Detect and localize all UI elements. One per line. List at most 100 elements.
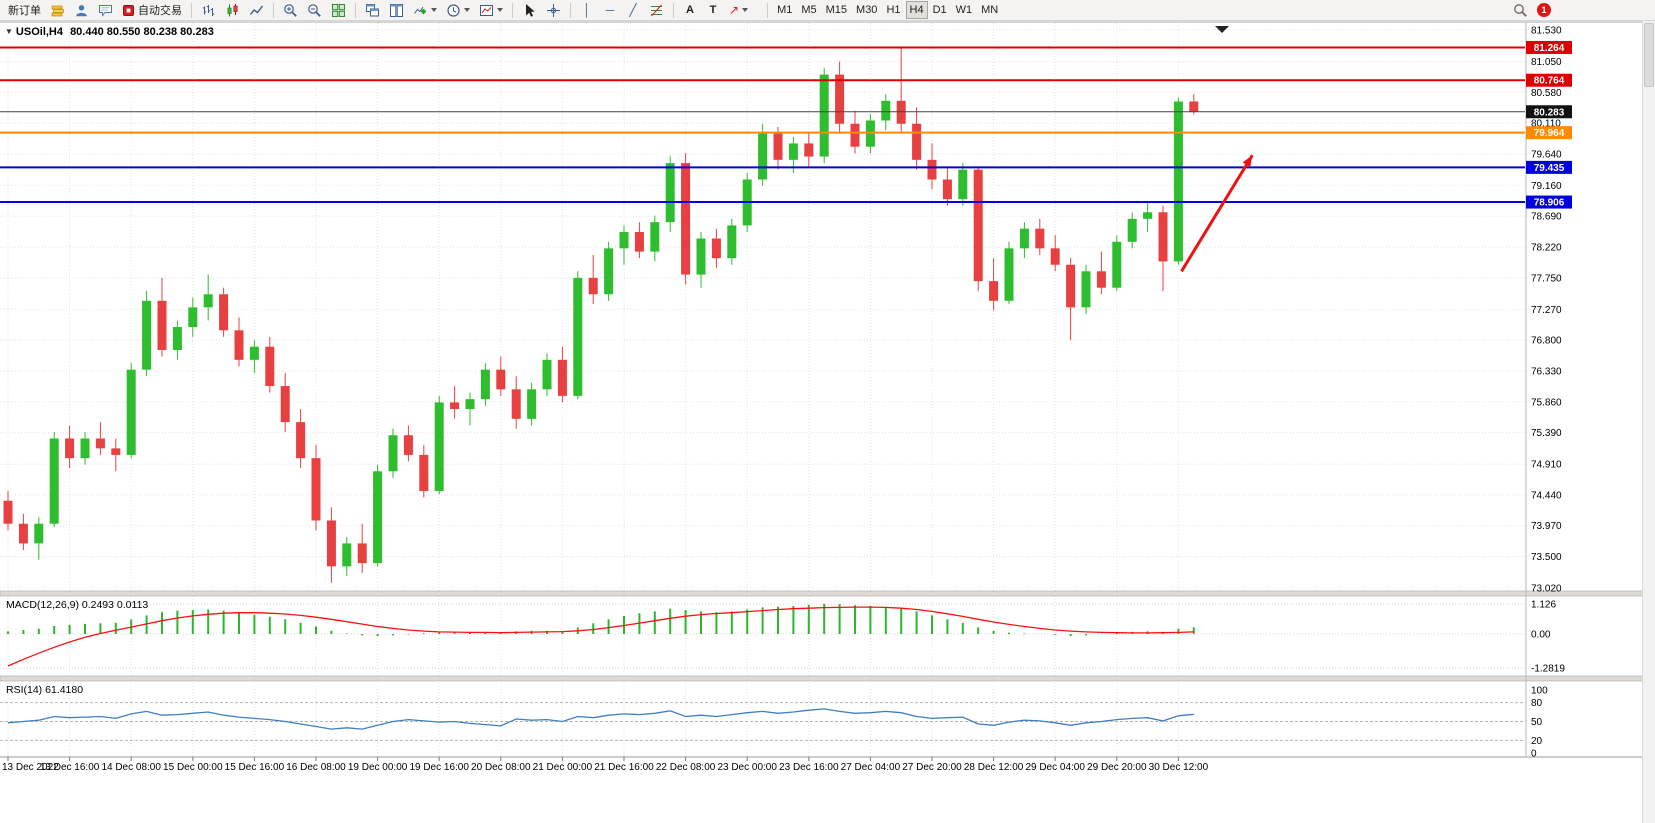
- svg-text:29 Dec 04:00: 29 Dec 04:00: [1025, 762, 1085, 773]
- candlestick-chart-button[interactable]: [221, 1, 244, 19]
- svg-text:80.580: 80.580: [1531, 88, 1562, 99]
- vertical-line-button[interactable]: │: [576, 1, 598, 19]
- vertical-scrollbar[interactable]: [1642, 21, 1655, 823]
- toolbar-separator: [355, 2, 356, 18]
- chart-title: ▼ USOil,H4 80.440 80.550 80.238 80.283: [5, 26, 214, 38]
- timeframe-h1-button[interactable]: H1: [882, 1, 904, 19]
- market-watch-button[interactable]: [46, 1, 69, 19]
- svg-text:75.390: 75.390: [1531, 428, 1562, 439]
- text-button[interactable]: A: [679, 1, 701, 19]
- timeframe-label: D1: [932, 4, 947, 16]
- cascade-windows-button[interactable]: [361, 1, 384, 19]
- timeframe-m30-button[interactable]: M30: [852, 1, 881, 19]
- price-axis: 81.530 81.050 80.580 80.110 79.640 79.160 78.6…: [1531, 26, 1565, 760]
- cursor-button[interactable]: [518, 1, 541, 19]
- timeframe-m1-button[interactable]: M1: [773, 1, 796, 19]
- new-order-button[interactable]: 新订单: [4, 1, 45, 19]
- main-toolbar: 新订单 自动交易: [0, 0, 1655, 21]
- line-chart-button[interactable]: [245, 1, 268, 19]
- chart-shift-marker[interactable]: [1215, 26, 1229, 33]
- trend-arrow[interactable]: [1180, 154, 1254, 273]
- auto-trading-button[interactable]: 自动交易: [118, 1, 186, 19]
- svg-text:21 Dec 16:00: 21 Dec 16:00: [594, 762, 654, 773]
- svg-text:0: 0: [1531, 749, 1537, 760]
- svg-text:13 Dec 2022: 13 Dec 2022: [2, 762, 59, 773]
- timeframe-m5-button[interactable]: M5: [797, 1, 820, 19]
- svg-text:80.283: 80.283: [1534, 107, 1565, 118]
- zoom-out-button[interactable]: [303, 1, 326, 19]
- templates-icon: [480, 4, 493, 16]
- add-indicator-button[interactable]: [409, 1, 441, 19]
- svg-text:19 Dec 16:00: 19 Dec 16:00: [409, 762, 469, 773]
- timeframe-w1-button[interactable]: W1: [952, 1, 977, 19]
- svg-text:20: 20: [1531, 736, 1543, 747]
- timeframe-m15-button[interactable]: M15: [822, 1, 851, 19]
- data-window-icon: [76, 4, 87, 16]
- notifications-button[interactable]: 1: [1533, 1, 1555, 19]
- auto-trading-label: 自动交易: [138, 5, 182, 17]
- crosshair-button[interactable]: [542, 1, 565, 19]
- notification-badge: 1: [1537, 3, 1551, 17]
- svg-text:22 Dec 08:00: 22 Dec 08:00: [656, 762, 716, 773]
- zoom-out-icon: [308, 3, 321, 17]
- fibonacci-button[interactable]: [645, 1, 668, 19]
- rsi-value: 61.4180: [45, 684, 84, 696]
- label-button[interactable]: T: [702, 1, 724, 19]
- svg-text:23 Dec 00:00: 23 Dec 00:00: [717, 762, 777, 773]
- svg-text:78.690: 78.690: [1531, 212, 1562, 223]
- level-lines[interactable]: [0, 46, 1525, 204]
- periods-button[interactable]: [442, 1, 474, 19]
- cursor-icon: [526, 3, 535, 17]
- toolbar-separator: [767, 2, 769, 18]
- svg-text:15 Dec 00:00: 15 Dec 00:00: [163, 762, 223, 773]
- timeframe-h4-button[interactable]: H4: [905, 1, 928, 19]
- svg-text:1.126: 1.126: [1531, 600, 1556, 611]
- search-button[interactable]: [1509, 1, 1532, 19]
- macd-histogram[interactable]: [7, 603, 1195, 637]
- templates-button[interactable]: [475, 1, 507, 19]
- rsi-name: RSI(14): [6, 684, 43, 696]
- collapse-arrow-icon[interactable]: ▼: [5, 27, 13, 36]
- svg-text:75.860: 75.860: [1531, 397, 1562, 408]
- svg-text:76.800: 76.800: [1531, 336, 1562, 347]
- candlestick-series[interactable]: [3, 46, 1199, 583]
- fibonacci-icon: [651, 4, 662, 16]
- shapes-button[interactable]: ↗: [725, 1, 752, 19]
- trendline-icon: ╱: [629, 3, 637, 17]
- svg-text:20 Dec 08:00: 20 Dec 08:00: [471, 762, 531, 773]
- terminal-button[interactable]: [94, 1, 117, 19]
- timeframe-mn-button[interactable]: MN: [977, 1, 1002, 19]
- bar-chart-button[interactable]: [197, 1, 220, 19]
- periods-icon: [447, 3, 460, 17]
- arrow-shape-icon: ↗: [729, 3, 740, 17]
- svg-text:73.970: 73.970: [1531, 521, 1562, 532]
- macd-name: MACD(12,26,9): [6, 599, 79, 611]
- svg-text:27 Dec 04:00: 27 Dec 04:00: [841, 762, 901, 773]
- timeframe-d1-button[interactable]: D1: [929, 1, 951, 19]
- timeframe-label: M5: [801, 4, 817, 16]
- terminal-icon: [99, 4, 112, 17]
- scrollbar-thumb[interactable]: [1644, 23, 1654, 87]
- svg-text:16 Dec 08:00: 16 Dec 08:00: [286, 762, 346, 773]
- tile-windows-button[interactable]: [327, 1, 350, 19]
- add-indicator-icon: [414, 6, 427, 14]
- search-icon: [1514, 3, 1527, 17]
- svg-text:73.500: 73.500: [1531, 552, 1562, 563]
- chevron-down-icon: [464, 8, 470, 12]
- svg-text:19 Dec 00:00: 19 Dec 00:00: [348, 762, 408, 773]
- arrange-windows-button[interactable]: [385, 1, 408, 19]
- chevron-down-icon: [497, 8, 503, 12]
- rsi-line: [7, 708, 1194, 730]
- timeframe-label: W1: [955, 4, 973, 16]
- svg-text:79.964: 79.964: [1534, 128, 1565, 139]
- toolbar-separator: [191, 2, 192, 18]
- horizontal-line-button[interactable]: ─: [599, 1, 621, 19]
- svg-text:74.440: 74.440: [1531, 490, 1562, 501]
- svg-text:78.906: 78.906: [1534, 198, 1565, 209]
- trendline-button[interactable]: ╱: [622, 1, 644, 19]
- svg-text:50: 50: [1531, 717, 1543, 728]
- data-window-button[interactable]: [70, 1, 93, 19]
- zoom-in-button[interactable]: [279, 1, 302, 19]
